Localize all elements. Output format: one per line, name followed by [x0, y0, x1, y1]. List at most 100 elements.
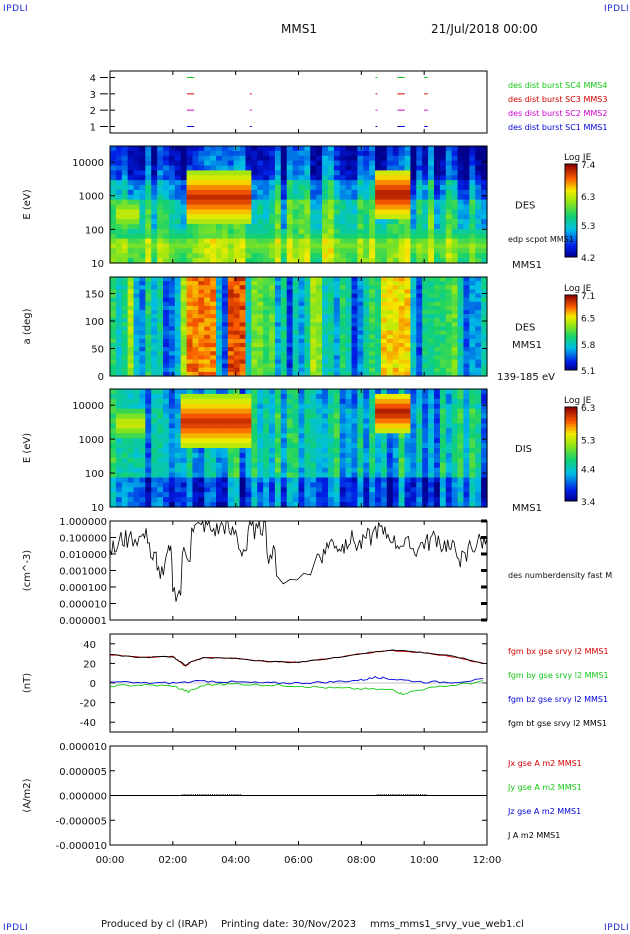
des-pitch-cell	[192, 334, 199, 340]
dis-energy-cell	[327, 443, 335, 449]
des-energy-cell	[298, 199, 305, 206]
des-energy-ylabel: E (eV)	[22, 189, 33, 219]
des-energy-cell	[245, 214, 252, 220]
dis-energy-cell	[186, 448, 194, 454]
dis-energy-cell	[192, 413, 199, 420]
dis-energy-cell	[110, 413, 117, 420]
dis-energy-cell	[345, 487, 353, 493]
des-energy-cell	[204, 214, 211, 220]
des-pitch-cell	[115, 310, 123, 315]
des-pitch-cell	[351, 281, 359, 286]
des-energy-cell	[410, 243, 417, 249]
des-energy-cell	[481, 204, 488, 210]
des-energy-cell	[339, 155, 347, 162]
des-energy-cell	[180, 194, 188, 201]
des-pitch-cell	[298, 351, 305, 356]
des-pitch-cell	[392, 314, 400, 319]
footer-produced-by: Produced by cl (IRAP)	[101, 919, 208, 930]
des-pitch-cell	[345, 343, 353, 348]
des-energy-cell	[398, 248, 406, 254]
dis-energy-cell	[316, 443, 323, 449]
des-pitch-cell	[110, 347, 117, 352]
dis-energy-cell	[469, 433, 476, 439]
des-energy-cell	[345, 175, 353, 181]
des-pitch-cell	[433, 293, 441, 299]
des-energy-cell	[310, 204, 317, 210]
des-pitch-cell	[298, 281, 305, 286]
des-energy-cell	[192, 185, 199, 191]
des-pitch-cell	[139, 334, 146, 340]
des-pitch-cell	[333, 347, 341, 352]
dis-energy-cell	[433, 393, 441, 400]
dis-energy-cell	[198, 452, 205, 459]
des-energy-cell	[269, 189, 276, 196]
des-pitch-cell	[416, 301, 423, 307]
des-energy-cell	[386, 180, 394, 186]
des-pitch-cell	[145, 351, 152, 356]
dis-energy-cell	[245, 462, 252, 469]
des-pitch-cell	[380, 355, 388, 361]
dis-energy-cell	[204, 457, 211, 464]
des-pitch-cell	[451, 297, 459, 303]
des-energy-cell	[310, 175, 317, 181]
des-pitch-cell	[286, 334, 294, 340]
des-energy-cell	[245, 204, 252, 210]
dis-energy-cell	[310, 502, 317, 508]
des-energy-cell	[451, 170, 459, 176]
des-pitch-cell	[316, 293, 323, 299]
des-energy-cell	[327, 160, 335, 167]
des-energy-cell	[210, 165, 217, 171]
des-energy-cell	[292, 146, 300, 152]
des-energy-cell	[239, 199, 247, 206]
des-energy-cell	[357, 224, 364, 230]
dis-energy-cell	[210, 492, 217, 498]
des-pitch-cell	[180, 293, 188, 299]
des-pitch-cell	[216, 351, 223, 356]
des-pitch-cell	[333, 297, 341, 303]
dis-energy-cell	[363, 413, 370, 420]
des-pitch-cell	[133, 343, 141, 348]
des-energy-cell	[151, 219, 158, 225]
des-pitch-colorbar-segment	[565, 356, 577, 360]
des-pitch-cell	[386, 305, 394, 311]
dis-energy-cell	[463, 492, 470, 498]
des-energy-cell	[115, 253, 123, 259]
des-energy-cell	[422, 170, 429, 176]
dis-energy-cell	[463, 497, 470, 503]
dis-energy-cell	[210, 418, 217, 425]
dis-energy-cell	[163, 492, 170, 498]
des-pitch-cell	[316, 363, 323, 369]
des-energy-cell	[127, 243, 135, 249]
dis-energy-cell	[110, 457, 117, 464]
des-pitch-cell	[274, 314, 282, 319]
des-pitch-cell	[475, 297, 482, 303]
des-energy-cell	[204, 185, 211, 191]
des-pitch-cell	[298, 347, 305, 352]
des-pitch-cell	[251, 351, 258, 356]
dis-energy-cell	[316, 482, 323, 488]
des-energy-cell	[451, 150, 459, 157]
dis-energy-cell	[151, 398, 158, 405]
des-energy-cell	[410, 194, 417, 201]
dis-energy-cell	[322, 452, 329, 459]
dis-energy-cell	[298, 408, 305, 415]
des-pitch-cell	[174, 355, 182, 361]
des-energy-cell	[227, 160, 235, 167]
des-pitch-cell	[269, 338, 276, 344]
dis-energy-cell	[404, 423, 412, 429]
des-pitch-cell	[457, 343, 465, 348]
des-pitch-cell	[322, 338, 329, 344]
des-energy-cell	[145, 243, 152, 249]
des-energy-cell	[481, 228, 488, 235]
des-pitch-cell	[422, 334, 429, 340]
des-pitch-cell	[322, 301, 329, 307]
des-energy-cell	[286, 224, 294, 230]
dis-energy-cell	[216, 423, 223, 429]
dis-energy-cell	[339, 418, 347, 425]
dis-energy-cell	[410, 462, 417, 469]
dis-energy-cell	[110, 462, 117, 469]
des-energy-cell	[286, 258, 294, 264]
des-pitch-cell	[210, 289, 217, 295]
dis-energy-cell	[216, 452, 223, 459]
dis-energy-cell	[439, 408, 447, 415]
